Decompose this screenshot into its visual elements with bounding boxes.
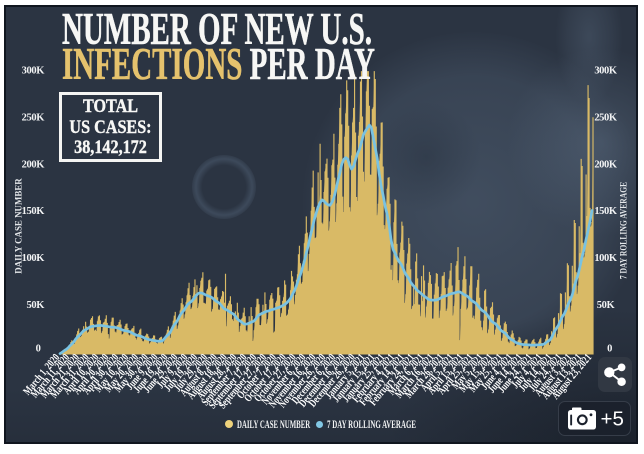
- svg-text:0: 0: [607, 344, 612, 355]
- svg-text:250K: 250K: [22, 112, 46, 123]
- svg-text:7 DAY ROLLING AVERAGE: 7 DAY ROLLING AVERAGE: [618, 182, 629, 280]
- svg-text:DAILY CASE NUMBER: DAILY CASE NUMBER: [13, 178, 23, 274]
- svg-text:150K: 150K: [594, 206, 618, 217]
- svg-text:0: 0: [36, 344, 41, 355]
- svg-text:200K: 200K: [594, 159, 618, 170]
- svg-text:150K: 150K: [22, 206, 46, 217]
- svg-text:50K: 50K: [27, 300, 46, 311]
- svg-text:300K: 300K: [22, 66, 46, 77]
- svg-text:+5: +5: [601, 408, 624, 431]
- svg-text:200K: 200K: [22, 159, 46, 170]
- svg-text:100K: 100K: [594, 253, 618, 264]
- svg-text:250K: 250K: [594, 112, 618, 123]
- svg-text:50K: 50K: [597, 300, 616, 311]
- svg-text:100K: 100K: [22, 253, 46, 264]
- svg-text:300K: 300K: [594, 66, 618, 77]
